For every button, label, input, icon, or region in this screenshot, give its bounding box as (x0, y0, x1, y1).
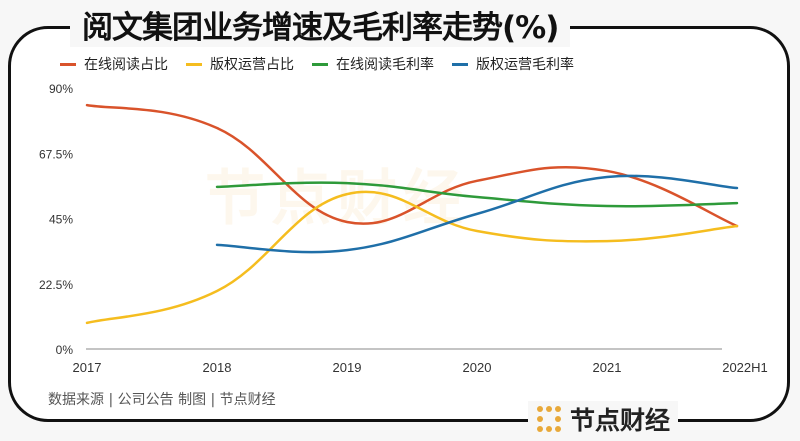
legend-item: 在线阅读毛利率 (312, 54, 434, 74)
legend-label: 在线阅读毛利率 (336, 57, 434, 73)
y-tick-label: 90% (49, 82, 73, 96)
x-tick-label: 2018 (203, 360, 232, 375)
legend-item: 版权运营毛利率 (452, 54, 574, 74)
x-tick-label: 2021 (593, 360, 622, 375)
legend-item: 版权运营占比 (186, 54, 294, 74)
legend-swatch (312, 62, 328, 66)
x-tick-label: 2019 (333, 360, 362, 375)
legend: 在线阅读占比 版权运营占比 在线阅读毛利率 版权运营毛利率 (60, 54, 574, 74)
y-tick-label: 67.5% (39, 147, 73, 161)
legend-item: 在线阅读占比 (60, 54, 168, 74)
series-line (85, 103, 739, 228)
x-tick-label: 2020 (463, 360, 492, 375)
brand-logo: 节点财经 (528, 401, 679, 437)
x-tick-label: 2022H1 (722, 360, 768, 375)
legend-swatch (452, 62, 468, 66)
y-tick-label: 45% (49, 213, 73, 227)
legend-label: 版权运营毛利率 (476, 57, 574, 73)
series-line (85, 190, 739, 325)
legend-label: 版权运营占比 (210, 57, 294, 73)
source-note: 数据来源 | 公司公告 制图 | 节点财经 (48, 392, 276, 408)
series-line (215, 174, 739, 254)
y-tick-label: 0% (56, 343, 74, 357)
x-tick-label: 2017 (73, 360, 102, 375)
legend-label: 在线阅读占比 (84, 57, 168, 73)
brand-dots-icon (537, 406, 561, 432)
legend-swatch (60, 62, 76, 66)
chart-title: 阅文集团业务增速及毛利率走势(%) (70, 2, 571, 47)
chart-frame (8, 26, 790, 422)
legend-swatch (186, 62, 202, 66)
series-line (215, 181, 739, 208)
y-tick-label: 22.5% (39, 278, 73, 292)
brand-name: 节点财经 (570, 406, 671, 435)
